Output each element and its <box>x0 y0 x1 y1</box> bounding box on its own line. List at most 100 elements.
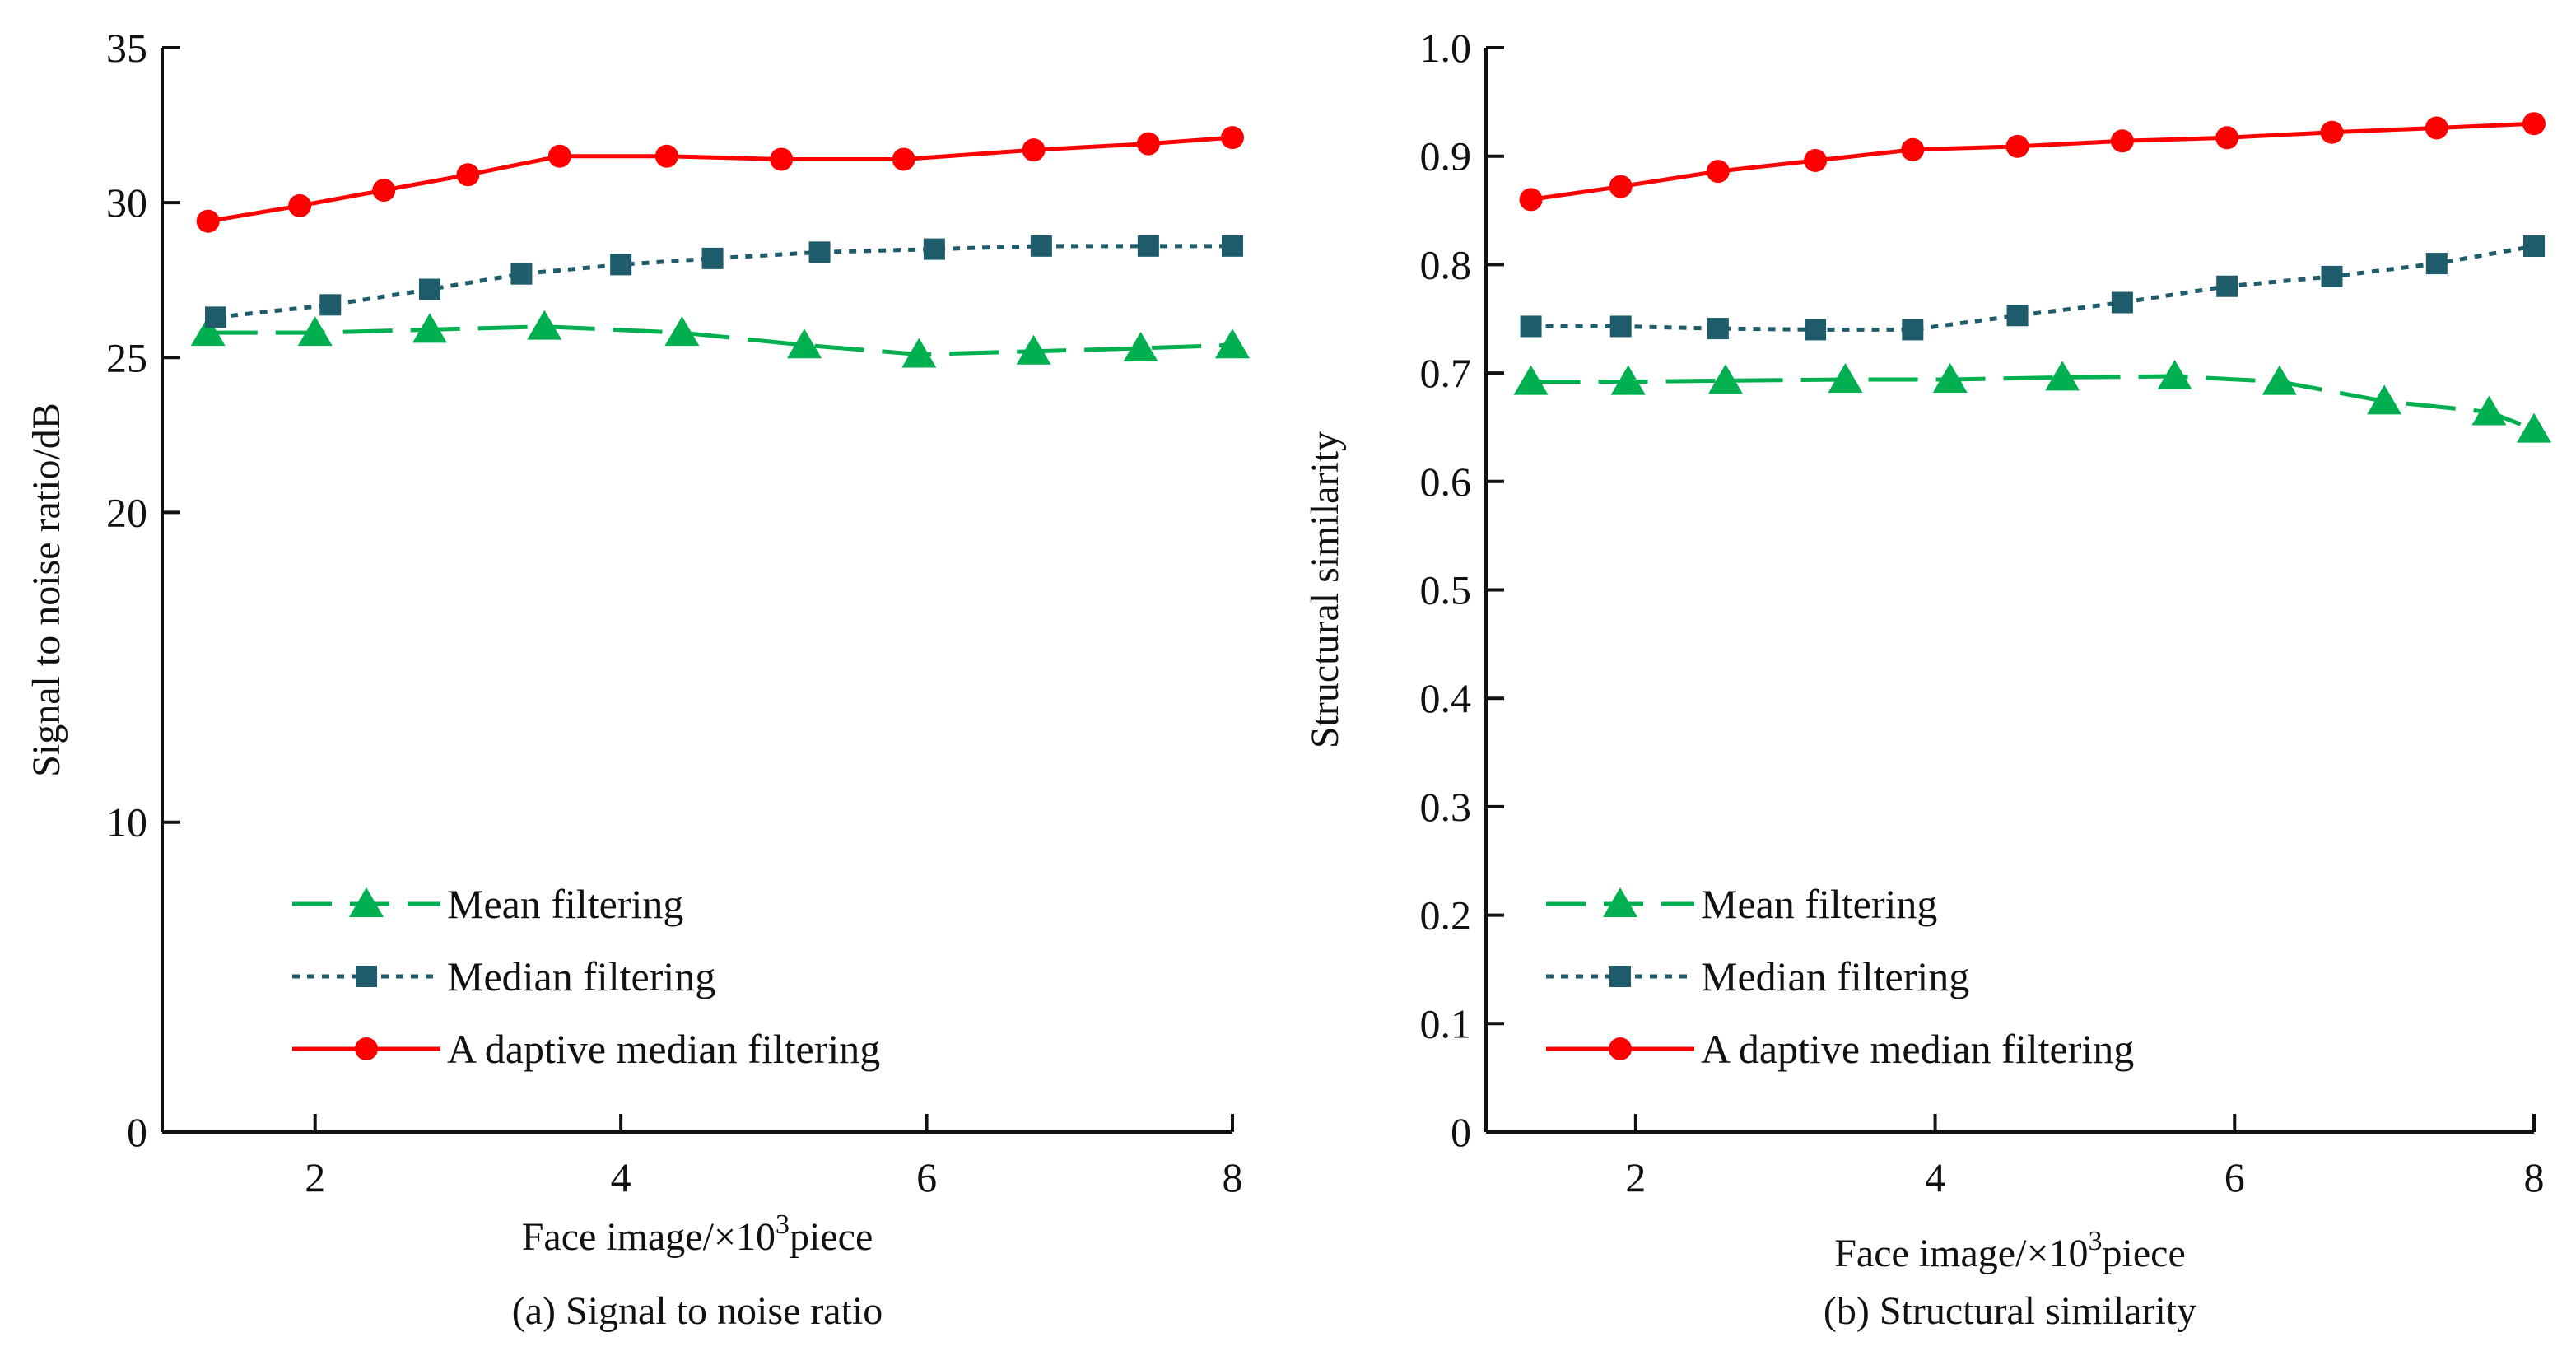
data-point-mean <box>527 310 562 340</box>
chart-snr: 0 10 20 25 30 35 2 4 6 8 Signal to noise ratio/dB F… <box>25 25 1250 1333</box>
data-point-adaptive <box>2110 129 2134 153</box>
data-point-mean <box>787 328 822 359</box>
data-point-median <box>510 263 533 285</box>
data-point-median <box>2321 265 2343 287</box>
chart-ssim: 0 0.1 0.2 0.3 0.4 0.5 0.6 0.7 0.8 0.9 1.0 2 4 6 8 Struc… <box>1303 25 2551 1333</box>
data-point-median <box>1137 235 1159 257</box>
x-axis-title-superscript: 3 <box>2089 1226 2103 1256</box>
data-point-mean <box>1123 331 1158 361</box>
x-tick-label: 6 <box>2224 1154 2245 1200</box>
x-axis-title-main: Face image/×10 <box>1834 1232 2088 1275</box>
legend-marker-median <box>1609 966 1631 987</box>
series-line-adaptive <box>207 135 1233 224</box>
y-tick-label: 0.5 <box>1420 567 1472 613</box>
data-point-adaptive <box>1901 137 1925 161</box>
data-point-mean <box>664 316 700 347</box>
data-point-mean <box>1513 365 1549 395</box>
y-tick-label: 0.4 <box>1420 675 1472 721</box>
legend-label-adaptive: A daptive median filtering <box>447 1026 880 1072</box>
legend-marker-adaptive <box>1609 1037 1632 1060</box>
data-point-median <box>1609 315 1632 338</box>
legend-label-median: Median filtering <box>1701 953 1969 999</box>
data-point-mean <box>2367 384 2402 415</box>
series-line-median <box>1530 244 2535 332</box>
legend-marker-mean <box>1603 887 1637 917</box>
y-tick-label: 0.7 <box>1420 350 1472 396</box>
legend: Mean filtering Median filtering A daptive … <box>292 881 880 1072</box>
y-tick-label: 0 <box>127 1109 147 1155</box>
data-point-adaptive <box>547 144 571 168</box>
data-point-median <box>1805 319 1827 341</box>
data-point-adaptive <box>196 209 220 233</box>
data-point-mean <box>2517 412 2551 443</box>
data-point-median <box>2216 275 2238 297</box>
legend-label-mean: Mean filtering <box>447 881 683 927</box>
data-point-median <box>419 278 440 300</box>
y-tick-label: 0.6 <box>1420 459 1472 505</box>
y-tick-label: 0.9 <box>1420 133 1472 179</box>
legend-label-mean: Mean filtering <box>1701 881 1937 927</box>
x-tick-label: 4 <box>611 1154 631 1200</box>
y-axis-title: Structural similarity <box>1303 431 1347 748</box>
y-tick-label: 20 <box>106 489 147 535</box>
y-tick-label: 0.3 <box>1420 784 1472 830</box>
legend: Mean filtering Median filtering A daptive … <box>1546 881 2134 1072</box>
data-point-mean <box>1215 328 1250 359</box>
y-axis-title: Signal to noise ratio/dB <box>25 403 68 777</box>
data-point-median <box>205 306 226 328</box>
data-point-median <box>923 238 945 260</box>
data-point-median <box>2006 305 2029 327</box>
data-point-median <box>319 294 342 316</box>
data-point-median <box>2523 235 2545 258</box>
y-tick-label: 30 <box>106 179 147 226</box>
series-line-median <box>215 244 1232 319</box>
data-point-median <box>2425 253 2448 275</box>
data-point-median <box>2111 291 2133 314</box>
data-point-adaptive <box>288 193 312 217</box>
data-point-mean <box>1610 365 1646 395</box>
data-point-adaptive <box>1221 126 1244 150</box>
data-point-adaptive <box>2320 120 2344 144</box>
y-tick-label: 1.0 <box>1420 25 1472 71</box>
data-point-median <box>1707 318 1729 340</box>
series-line-mean <box>1530 374 2535 431</box>
data-point-adaptive <box>2005 134 2029 158</box>
data-point-adaptive <box>2425 116 2448 140</box>
y-tick-label: 0 <box>1451 1109 1471 1155</box>
x-axis-title: Face image/×103piece <box>522 1209 873 1259</box>
data-point-adaptive <box>456 163 480 187</box>
data-point-median <box>808 241 831 263</box>
data-point-adaptive <box>1706 160 1730 184</box>
x-axis-title-main: Face image/×10 <box>522 1215 776 1259</box>
legend-marker-median <box>356 966 377 987</box>
data-point-mean <box>412 313 447 343</box>
data-point-adaptive <box>2215 126 2239 150</box>
series-line-adaptive <box>1530 121 2535 202</box>
x-axis-title-superscript: 3 <box>776 1209 790 1240</box>
data-point-median <box>1520 315 1542 338</box>
data-point-adaptive <box>2522 112 2546 136</box>
data-point-mean <box>901 338 937 368</box>
y-tick-label: 25 <box>106 334 147 380</box>
data-point-mean <box>1828 363 1863 394</box>
series-line-mean <box>207 324 1233 357</box>
y-tick-label: 10 <box>106 799 147 846</box>
data-point-median <box>1902 319 1924 341</box>
y-tick-label: 0.1 <box>1420 1000 1472 1046</box>
data-point-mean <box>1016 334 1051 365</box>
data-point-adaptive <box>1136 132 1160 156</box>
data-point-adaptive <box>770 147 794 171</box>
data-point-adaptive <box>1022 138 1046 162</box>
x-axis-title: Face image/×103piece <box>1834 1226 2186 1275</box>
data-point-mean <box>1707 364 1743 394</box>
y-tick-label: 0.8 <box>1420 241 1472 287</box>
y-tick-label: 0.2 <box>1420 892 1472 939</box>
x-tick-label: 8 <box>2524 1154 2545 1200</box>
x-tick-label: 2 <box>305 1154 325 1200</box>
data-point-adaptive <box>1804 148 1828 172</box>
data-point-median <box>1222 235 1243 257</box>
x-tick-label: 2 <box>1625 1154 1646 1200</box>
data-point-mean <box>190 316 226 347</box>
legend-marker-mean <box>349 887 384 917</box>
